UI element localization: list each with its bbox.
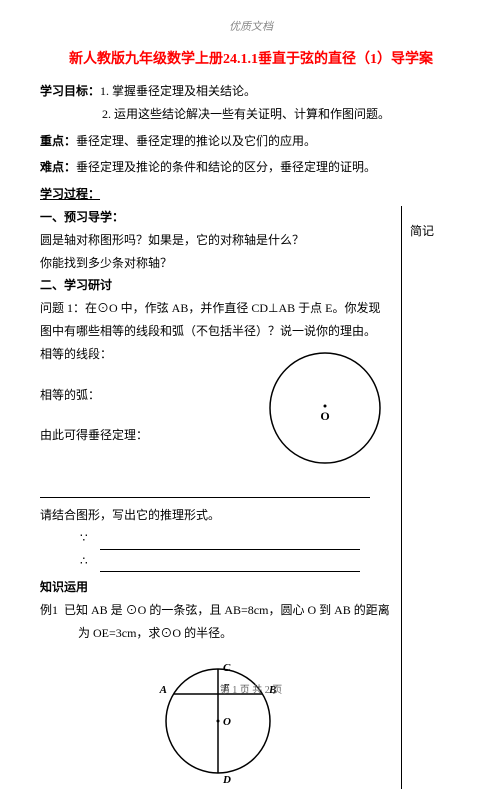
difficulty-label: 难点： [40,160,76,174]
svg-text:C: C [223,662,231,674]
notes-label: 简记 [410,220,462,243]
example-text2: 为 OE=3cm，求⊙O 的半径。 [40,622,395,645]
problem-text1: 在⊙O 中，作弦 AB，并作直径 CD⊥AB 于点 E。你发现 [85,301,380,315]
svg-text:D: D [222,774,231,786]
difficulty-row: 难点：垂径定理及推论的条件和结论的区分，垂径定理的证明。 [40,156,462,179]
because-row: ∵ [80,527,395,550]
difficulty-text: 垂径定理及推论的条件和结论的区分，垂径定理的证明。 [76,160,376,174]
problem-label: 问题 1： [40,301,85,315]
circle-diagram-2: A B C D E O [143,649,293,789]
objectives-item1: 1. 掌握垂径定理及相关结论。 [100,84,256,98]
preview-q1: 圆是轴对称图形吗？如果是，它的对称轴是什么？ [40,229,395,252]
page-title: 新人教版九年级数学上册24.1.1垂直于弦的直径（1）导学案 [40,48,462,68]
key-label: 重点： [40,134,76,148]
problem-row: 问题 1：在⊙O 中，作弦 AB，并作直径 CD⊥AB 于点 E。你发现 [40,297,395,320]
preview-heading: 一、预习导学： [40,206,395,229]
objectives-label: 学习目标： [40,84,100,98]
problem-text2: 图中有哪些相等的线段和弧（不包括半径）？说一说你的理由。 [40,320,395,343]
blank-line-2 [100,536,360,550]
example-label: 例1 [40,603,58,617]
blank-line-3 [100,558,360,572]
objectives-item2-row: 2. 运用这些结论解决一些有关证明、计算和作图问题。 [40,103,462,126]
reasoning-prompt: 请结合图形，写出它的推理形式。 [40,504,395,527]
preview-q2: 你能找到多少条对称轴？ [40,252,395,275]
example-text1: 已知 AB 是 ⊙O 的一条弦，且 AB=8cm，圆心 O 到 AB 的距离 [64,603,390,617]
because-symbol: ∵ [80,527,100,550]
objectives-row: 学习目标：1. 掌握垂径定理及相关结论。 [40,80,462,103]
key-row: 重点：垂径定理、垂径定理的推论以及它们的应用。 [40,130,462,153]
example-row: 例1 已知 AB 是 ⊙O 的一条弦，且 AB=8cm，圆心 O 到 AB 的距… [40,599,395,622]
study-heading: 二、学习研讨 [40,274,395,297]
svg-text:O: O [320,409,329,423]
svg-text:O: O [223,716,231,728]
application-heading: 知识运用 [40,576,395,599]
header-watermark: 优质文档 [40,18,462,34]
page-footer: 第 1 页 共 2 页 [0,681,502,696]
therefore-symbol: ∴ [80,550,100,573]
circle-diagram-1: O [265,348,385,468]
process-label: 学习过程： [40,183,462,206]
key-text: 垂径定理、垂径定理的推论以及它们的应用。 [76,134,316,148]
therefore-row: ∴ [80,550,395,573]
blank-line-1 [40,484,370,498]
objectives-item2: 2. 运用这些结论解决一些有关证明、计算和作图问题。 [102,107,390,121]
